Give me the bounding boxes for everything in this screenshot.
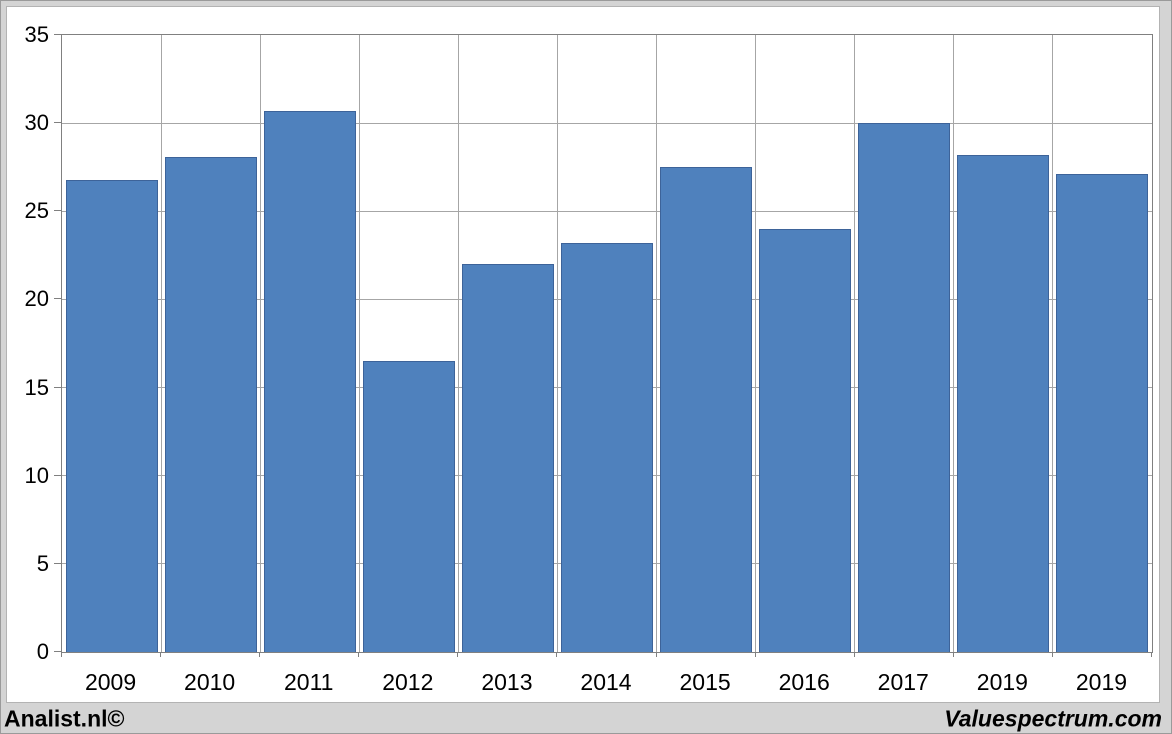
gridline-x-boundary xyxy=(854,35,856,652)
x-tick-label-0: 2009 xyxy=(84,669,137,695)
y-tick-label-30: 30 xyxy=(24,110,49,136)
source-credit-valuespectrum: Valuespectrum.com xyxy=(944,705,1162,732)
y-tick-mark xyxy=(54,298,61,300)
bar-2019-10 xyxy=(1056,174,1149,652)
x-tick-mark xyxy=(358,652,360,657)
gridline-x-boundary xyxy=(953,35,955,652)
y-tick-label-5: 5 xyxy=(36,550,49,576)
gridline-x-boundary xyxy=(556,35,558,652)
y-tick-label-0: 0 xyxy=(36,639,49,664)
bar-2014-5 xyxy=(560,243,654,652)
x-tick-label-8: 2017 xyxy=(877,669,929,695)
y-tick-mark xyxy=(54,122,61,124)
chart-panel: 0 5 10 15 20 25 30 35 2009 2010 2011 2012 2013 2014 2… xyxy=(6,6,1160,703)
x-tick-mark xyxy=(853,652,855,657)
y-tick-label-15: 15 xyxy=(24,374,49,400)
bar-2010-1 xyxy=(164,156,257,652)
gridline-x-boundary xyxy=(457,35,459,652)
y-tick-mark xyxy=(54,386,61,388)
bar-2011-2 xyxy=(263,110,356,652)
footer-bar: Analist.nl© Valuespectrum.com xyxy=(1,703,1171,733)
y-tick-mark xyxy=(54,562,61,564)
bar-2012-3 xyxy=(362,361,455,652)
y-tick-mark xyxy=(54,651,61,652)
x-tick-label-10: 2019 xyxy=(1075,669,1128,695)
x-tick-label-6: 2015 xyxy=(679,669,731,695)
x-tick-label-7: 2016 xyxy=(778,669,830,695)
y-tick-label-20: 20 xyxy=(24,286,49,312)
bar-2016-7 xyxy=(759,228,852,652)
gridline-y-25 xyxy=(62,210,1152,212)
bar-2019-9 xyxy=(957,154,1050,652)
x-tick-mark xyxy=(457,652,459,657)
y-tick-label-35: 35 xyxy=(24,22,49,47)
plot-area xyxy=(61,34,1153,653)
gridline-x-boundary xyxy=(160,35,162,652)
y-tick-label-25: 25 xyxy=(24,198,49,224)
x-tick-label-9: 2019 xyxy=(976,669,1028,695)
y-tick-mark xyxy=(54,210,61,212)
x-tick-label-4: 2013 xyxy=(481,669,533,695)
bar-2013-4 xyxy=(461,264,554,652)
x-tick-mark xyxy=(61,652,62,657)
x-tick-label-1: 2010 xyxy=(184,669,236,695)
x-tick-mark xyxy=(1151,652,1152,657)
x-tick-mark xyxy=(160,652,162,657)
x-tick-mark xyxy=(259,652,261,657)
gridline-x-boundary xyxy=(656,35,658,652)
x-tick-label-3: 2012 xyxy=(382,669,434,695)
source-credit-analist: Analist.nl© xyxy=(4,705,125,732)
bar-2009-0 xyxy=(65,179,158,652)
x-tick-mark xyxy=(556,652,558,657)
gridline-x-boundary xyxy=(259,35,261,652)
y-tick-mark xyxy=(54,34,61,35)
bar-2015-6 xyxy=(660,167,753,652)
x-tick-mark xyxy=(754,652,756,657)
x-tick-mark xyxy=(1051,652,1053,657)
y-tick-mark xyxy=(54,474,61,476)
y-tick-label-10: 10 xyxy=(24,462,49,488)
gridline-x-boundary xyxy=(1052,35,1054,652)
gridline-x-boundary xyxy=(358,35,360,652)
gridline-y-30 xyxy=(62,122,1152,124)
x-tick-mark xyxy=(655,652,657,657)
bar-2017-8 xyxy=(858,123,951,652)
x-tick-mark xyxy=(952,652,954,657)
x-tick-label-5: 2014 xyxy=(580,669,632,695)
gridline-x-boundary xyxy=(755,35,757,652)
x-tick-label-2: 2011 xyxy=(283,669,334,695)
